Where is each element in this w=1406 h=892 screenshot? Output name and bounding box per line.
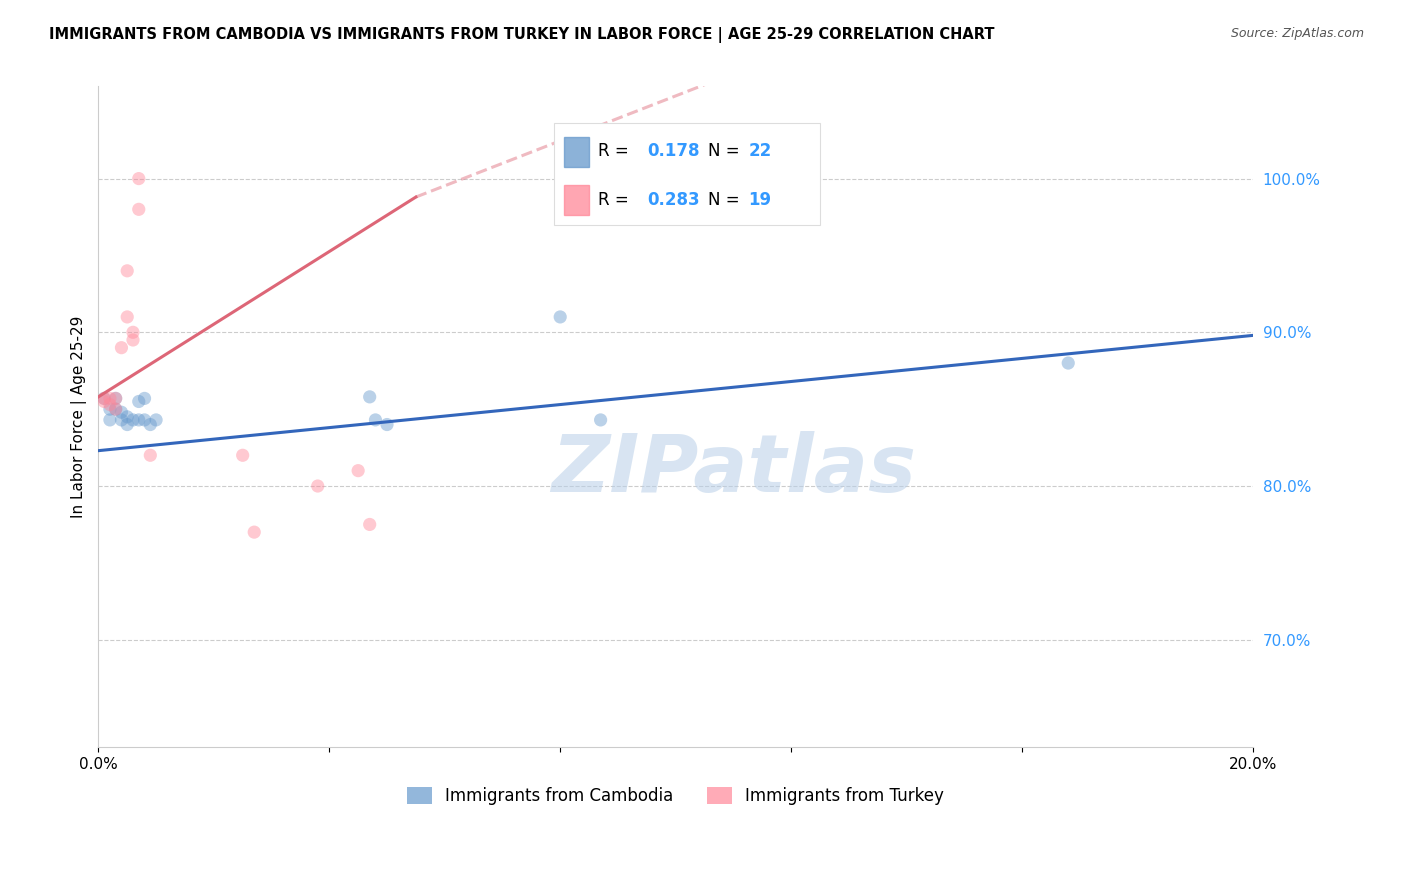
- Text: R =: R =: [599, 191, 634, 209]
- Point: [110, 341, 132, 355]
- Point: [139, 448, 162, 462]
- Point: [134, 413, 156, 427]
- Point: [548, 310, 571, 324]
- Text: 0.283: 0.283: [647, 191, 699, 209]
- Point: [104, 402, 127, 417]
- Text: ZIPatlas: ZIPatlas: [551, 431, 915, 508]
- Bar: [564, 186, 589, 215]
- Text: 22: 22: [748, 143, 772, 161]
- Text: N =: N =: [709, 143, 745, 161]
- Point: [93, 392, 115, 406]
- Point: [232, 448, 254, 462]
- Point: [364, 413, 387, 427]
- Point: [115, 264, 138, 278]
- Point: [98, 398, 121, 412]
- Point: [122, 413, 145, 427]
- Point: [104, 392, 127, 406]
- Point: [145, 413, 167, 427]
- Text: N =: N =: [709, 191, 745, 209]
- Point: [128, 171, 150, 186]
- Point: [128, 394, 150, 409]
- FancyBboxPatch shape: [554, 123, 820, 225]
- Point: [104, 402, 127, 417]
- Text: Source: ZipAtlas.com: Source: ZipAtlas.com: [1230, 27, 1364, 40]
- Point: [98, 402, 121, 417]
- Point: [98, 392, 121, 406]
- Point: [115, 409, 138, 424]
- Point: [128, 202, 150, 217]
- Bar: [564, 137, 589, 167]
- Point: [307, 479, 329, 493]
- Point: [98, 413, 121, 427]
- Point: [375, 417, 398, 432]
- Legend: Immigrants from Cambodia, Immigrants from Turkey: Immigrants from Cambodia, Immigrants fro…: [401, 780, 950, 812]
- Point: [128, 413, 150, 427]
- Point: [134, 392, 156, 406]
- Point: [589, 413, 612, 427]
- Text: 19: 19: [748, 191, 772, 209]
- Text: 0.178: 0.178: [647, 143, 699, 161]
- Point: [1057, 356, 1080, 370]
- Point: [104, 392, 127, 406]
- Point: [359, 390, 381, 404]
- Point: [122, 333, 145, 347]
- Point: [347, 464, 370, 478]
- Point: [359, 517, 381, 532]
- Point: [115, 417, 138, 432]
- Point: [93, 392, 115, 406]
- Point: [93, 394, 115, 409]
- Point: [110, 405, 132, 419]
- Text: R =: R =: [599, 143, 634, 161]
- Point: [243, 525, 266, 540]
- Point: [122, 326, 145, 340]
- Point: [139, 417, 162, 432]
- Point: [115, 310, 138, 324]
- Text: IMMIGRANTS FROM CAMBODIA VS IMMIGRANTS FROM TURKEY IN LABOR FORCE | AGE 25-29 CO: IMMIGRANTS FROM CAMBODIA VS IMMIGRANTS F…: [49, 27, 994, 43]
- Y-axis label: In Labor Force | Age 25-29: In Labor Force | Age 25-29: [72, 316, 87, 518]
- Point: [110, 413, 132, 427]
